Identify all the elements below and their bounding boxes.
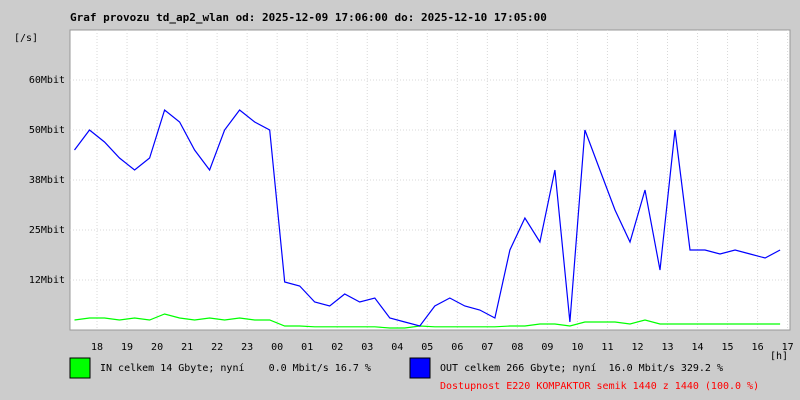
y-tick-label: 60Mbit — [29, 75, 65, 86]
legend-label: IN celkem 14 Gbyte; nyní 0.0 Mbit/s 16.7… — [100, 362, 371, 374]
x-tick-label: 15 — [722, 342, 734, 353]
x-tick-label: 05 — [421, 342, 433, 353]
series-line — [74, 108, 781, 327]
x-tick-label: 12 — [631, 342, 643, 353]
x-tick-label: 21 — [181, 342, 193, 353]
x-tick-label: 22 — [211, 342, 223, 353]
legend-label: OUT celkem 266 Gbyte; nyní 16.0 Mbit/s 3… — [440, 362, 723, 374]
annotation: Dostupnost E220 KOMPAKTOR semik 1440 z 1… — [440, 381, 759, 392]
x-tick-label: 17 — [782, 342, 794, 353]
x-tick-label: 00 — [271, 342, 283, 353]
y-tick-label: 25Mbit — [29, 225, 65, 236]
labels: 12Mbit 25Mbit 38Mbit 50Mbit 60Mbit 18 19 20 21 22… — [29, 75, 794, 379]
y-unit: [/s] — [14, 33, 38, 44]
x-tick-label: 06 — [451, 342, 463, 353]
legend-swatch — [69, 357, 91, 379]
x-tick-label: 20 — [151, 342, 163, 353]
x-tick-label: 07 — [481, 342, 493, 353]
x-tick-label: 13 — [661, 342, 673, 353]
x-tick-label: 19 — [121, 342, 133, 353]
x-tick-label: 18 — [91, 342, 103, 353]
x-tick-label: 08 — [511, 342, 523, 353]
y-tick-label: 12Mbit — [29, 275, 65, 286]
x-tick-label: 09 — [541, 342, 553, 353]
series-line — [74, 313, 781, 329]
x-unit: [h] — [770, 351, 788, 362]
lines — [74, 108, 781, 329]
x-tick-label: 03 — [361, 342, 373, 353]
y-tick-label: 50Mbit — [29, 125, 65, 136]
x-tick-label: 23 — [241, 342, 253, 353]
x-tick-label: 11 — [601, 342, 613, 353]
chart-title: Graf provozu td_ap2_wlan od: 2025-12-09 … — [70, 11, 547, 24]
legend-swatch — [409, 357, 431, 379]
x-tick-label: 04 — [391, 342, 403, 353]
grid — [70, 30, 790, 330]
x-tick-label: 02 — [331, 342, 343, 353]
y-tick-label: 38Mbit — [29, 175, 65, 186]
x-tick-label: 14 — [691, 342, 703, 353]
x-tick-label: 01 — [301, 342, 313, 353]
x-tick-label: 10 — [571, 342, 583, 353]
x-tick-label: 16 — [752, 342, 764, 353]
